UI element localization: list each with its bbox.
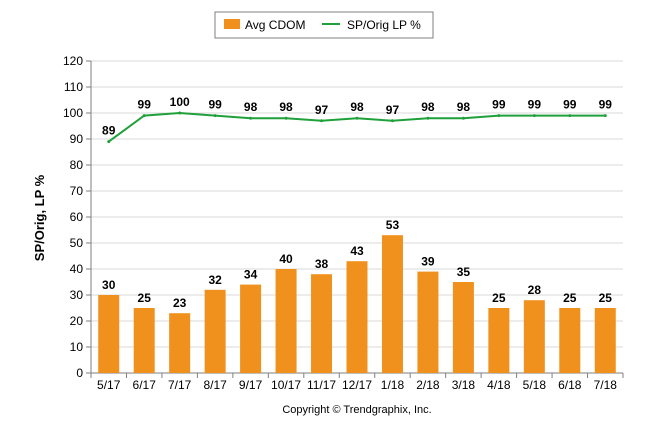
bar-data-label: 53 (386, 218, 400, 232)
bar-data-label: 28 (528, 283, 542, 297)
y-tick-label: 110 (64, 80, 83, 94)
x-tick-label: 7/17 (168, 378, 192, 392)
legend-label-sp-orig-lp: SP/Orig LP % (347, 18, 421, 32)
line-point (568, 114, 572, 118)
x-tick-label: 8/17 (203, 378, 227, 392)
line-point (603, 114, 607, 118)
line-point (213, 114, 217, 118)
bar-data-label: 43 (350, 244, 364, 258)
bar-avg-cdom (204, 289, 226, 373)
x-axis-ticks: 5/17 6/17 7/17 8/17 9/17 10/17 11/17 12/17 1/18 2… (90, 373, 624, 392)
bar-avg-cdom (346, 261, 368, 373)
bar-data-label: 32 (208, 273, 222, 287)
line-point (178, 111, 182, 115)
line-data-label: 100 (170, 95, 190, 109)
line-data-label: 99 (563, 98, 577, 112)
bar-avg-cdom (488, 308, 510, 373)
bar-avg-cdom (275, 269, 297, 373)
y-tick-label: 100 (63, 106, 83, 120)
line-data-label: 98 (350, 100, 364, 114)
x-tick-label: 5/17 (97, 378, 121, 392)
line-point (107, 140, 111, 144)
y-tick-label: 0 (76, 366, 83, 380)
bar-avg-cdom (381, 235, 403, 373)
bar-avg-cdom (594, 308, 616, 373)
bar-avg-cdom (452, 282, 474, 373)
y-tick-label: 50 (70, 236, 84, 250)
line-point (142, 114, 146, 118)
bar-avg-cdom (523, 300, 545, 373)
line-data-label: 99 (492, 98, 506, 112)
legend-swatch-avg-cdom (224, 19, 240, 29)
y-axis-label: SP/Orig, LP % (32, 174, 47, 261)
line-point (284, 116, 288, 120)
line-point (461, 116, 465, 120)
x-tick-label: 3/18 (452, 378, 476, 392)
line-point (320, 119, 324, 123)
y-tick-label: 80 (70, 158, 84, 172)
line-point (355, 116, 359, 120)
bar-data-label: 25 (563, 291, 577, 305)
legend: Avg CDOM SP/Orig LP % (214, 11, 434, 39)
bar-data-label: 38 (315, 257, 329, 271)
line-data-label: 97 (386, 103, 400, 117)
line-data-label: 97 (315, 103, 329, 117)
line-data-label: 89 (102, 124, 116, 138)
x-tick-label: 11/17 (307, 378, 336, 392)
x-tick-label: 9/17 (239, 378, 263, 392)
line-data-label: 99 (528, 98, 542, 112)
line-series-sp-orig-lp: 89 99 100 99 98 98 97 98 97 98 98 99 99 99 99 (102, 95, 613, 144)
x-tick-label: 2/18 (416, 378, 440, 392)
y-tick-label: 120 (63, 54, 83, 68)
line-point (249, 116, 253, 120)
bar-avg-cdom (559, 308, 581, 373)
line-point (426, 116, 430, 120)
y-tick-label: 40 (70, 262, 84, 276)
bar-data-label: 30 (102, 278, 116, 292)
y-tick-label: 20 (70, 314, 84, 328)
bar-avg-cdom (417, 271, 439, 373)
bar-data-label: 34 (244, 268, 258, 282)
x-tick-label: 7/18 (594, 378, 618, 392)
line-data-label: 99 (599, 98, 613, 112)
legend-label-avg-cdom: Avg CDOM (245, 18, 305, 32)
y-tick-label: 90 (70, 132, 84, 146)
copyright-footer: Copyright © Trendgraphix, Inc. (282, 404, 431, 416)
bar-avg-cdom (311, 274, 333, 373)
line-data-label: 98 (279, 100, 293, 114)
line-data-label: 99 (138, 98, 152, 112)
x-tick-label: 6/18 (558, 378, 582, 392)
line-data-label: 98 (457, 100, 471, 114)
x-tick-label: 6/17 (133, 378, 157, 392)
x-tick-label: 5/18 (523, 378, 547, 392)
bar-avg-cdom (133, 308, 155, 373)
bar-data-label: 23 (173, 296, 187, 310)
bar-data-label: 25 (492, 291, 506, 305)
line-point (532, 114, 536, 118)
y-tick-label: 70 (70, 184, 84, 198)
line-point (390, 119, 394, 123)
line-point (497, 114, 501, 118)
x-tick-label: 12/17 (342, 378, 372, 392)
bar-data-label: 25 (138, 291, 152, 305)
line-data-label: 99 (208, 98, 222, 112)
bar-data-label: 35 (457, 265, 471, 279)
x-tick-label: 1/18 (381, 378, 405, 392)
x-tick-label: 4/18 (487, 378, 511, 392)
y-tick-label: 10 (70, 340, 84, 354)
line-data-label: 98 (244, 100, 258, 114)
x-tick-label: 10/17 (271, 378, 301, 392)
bar-data-label: 25 (599, 291, 613, 305)
bar-data-label: 40 (279, 252, 293, 266)
line-data-label: 98 (421, 100, 435, 114)
bar-avg-cdom (98, 295, 120, 373)
bar-avg-cdom (169, 313, 191, 373)
bar-data-label: 39 (421, 255, 435, 269)
y-tick-label: 30 (70, 288, 84, 302)
bar-series-avg-cdom: 30 25 23 32 34 40 38 43 53 39 35 25 28 25 25 (98, 218, 616, 373)
bar-avg-cdom (240, 284, 262, 373)
y-tick-label: 60 (70, 210, 84, 224)
